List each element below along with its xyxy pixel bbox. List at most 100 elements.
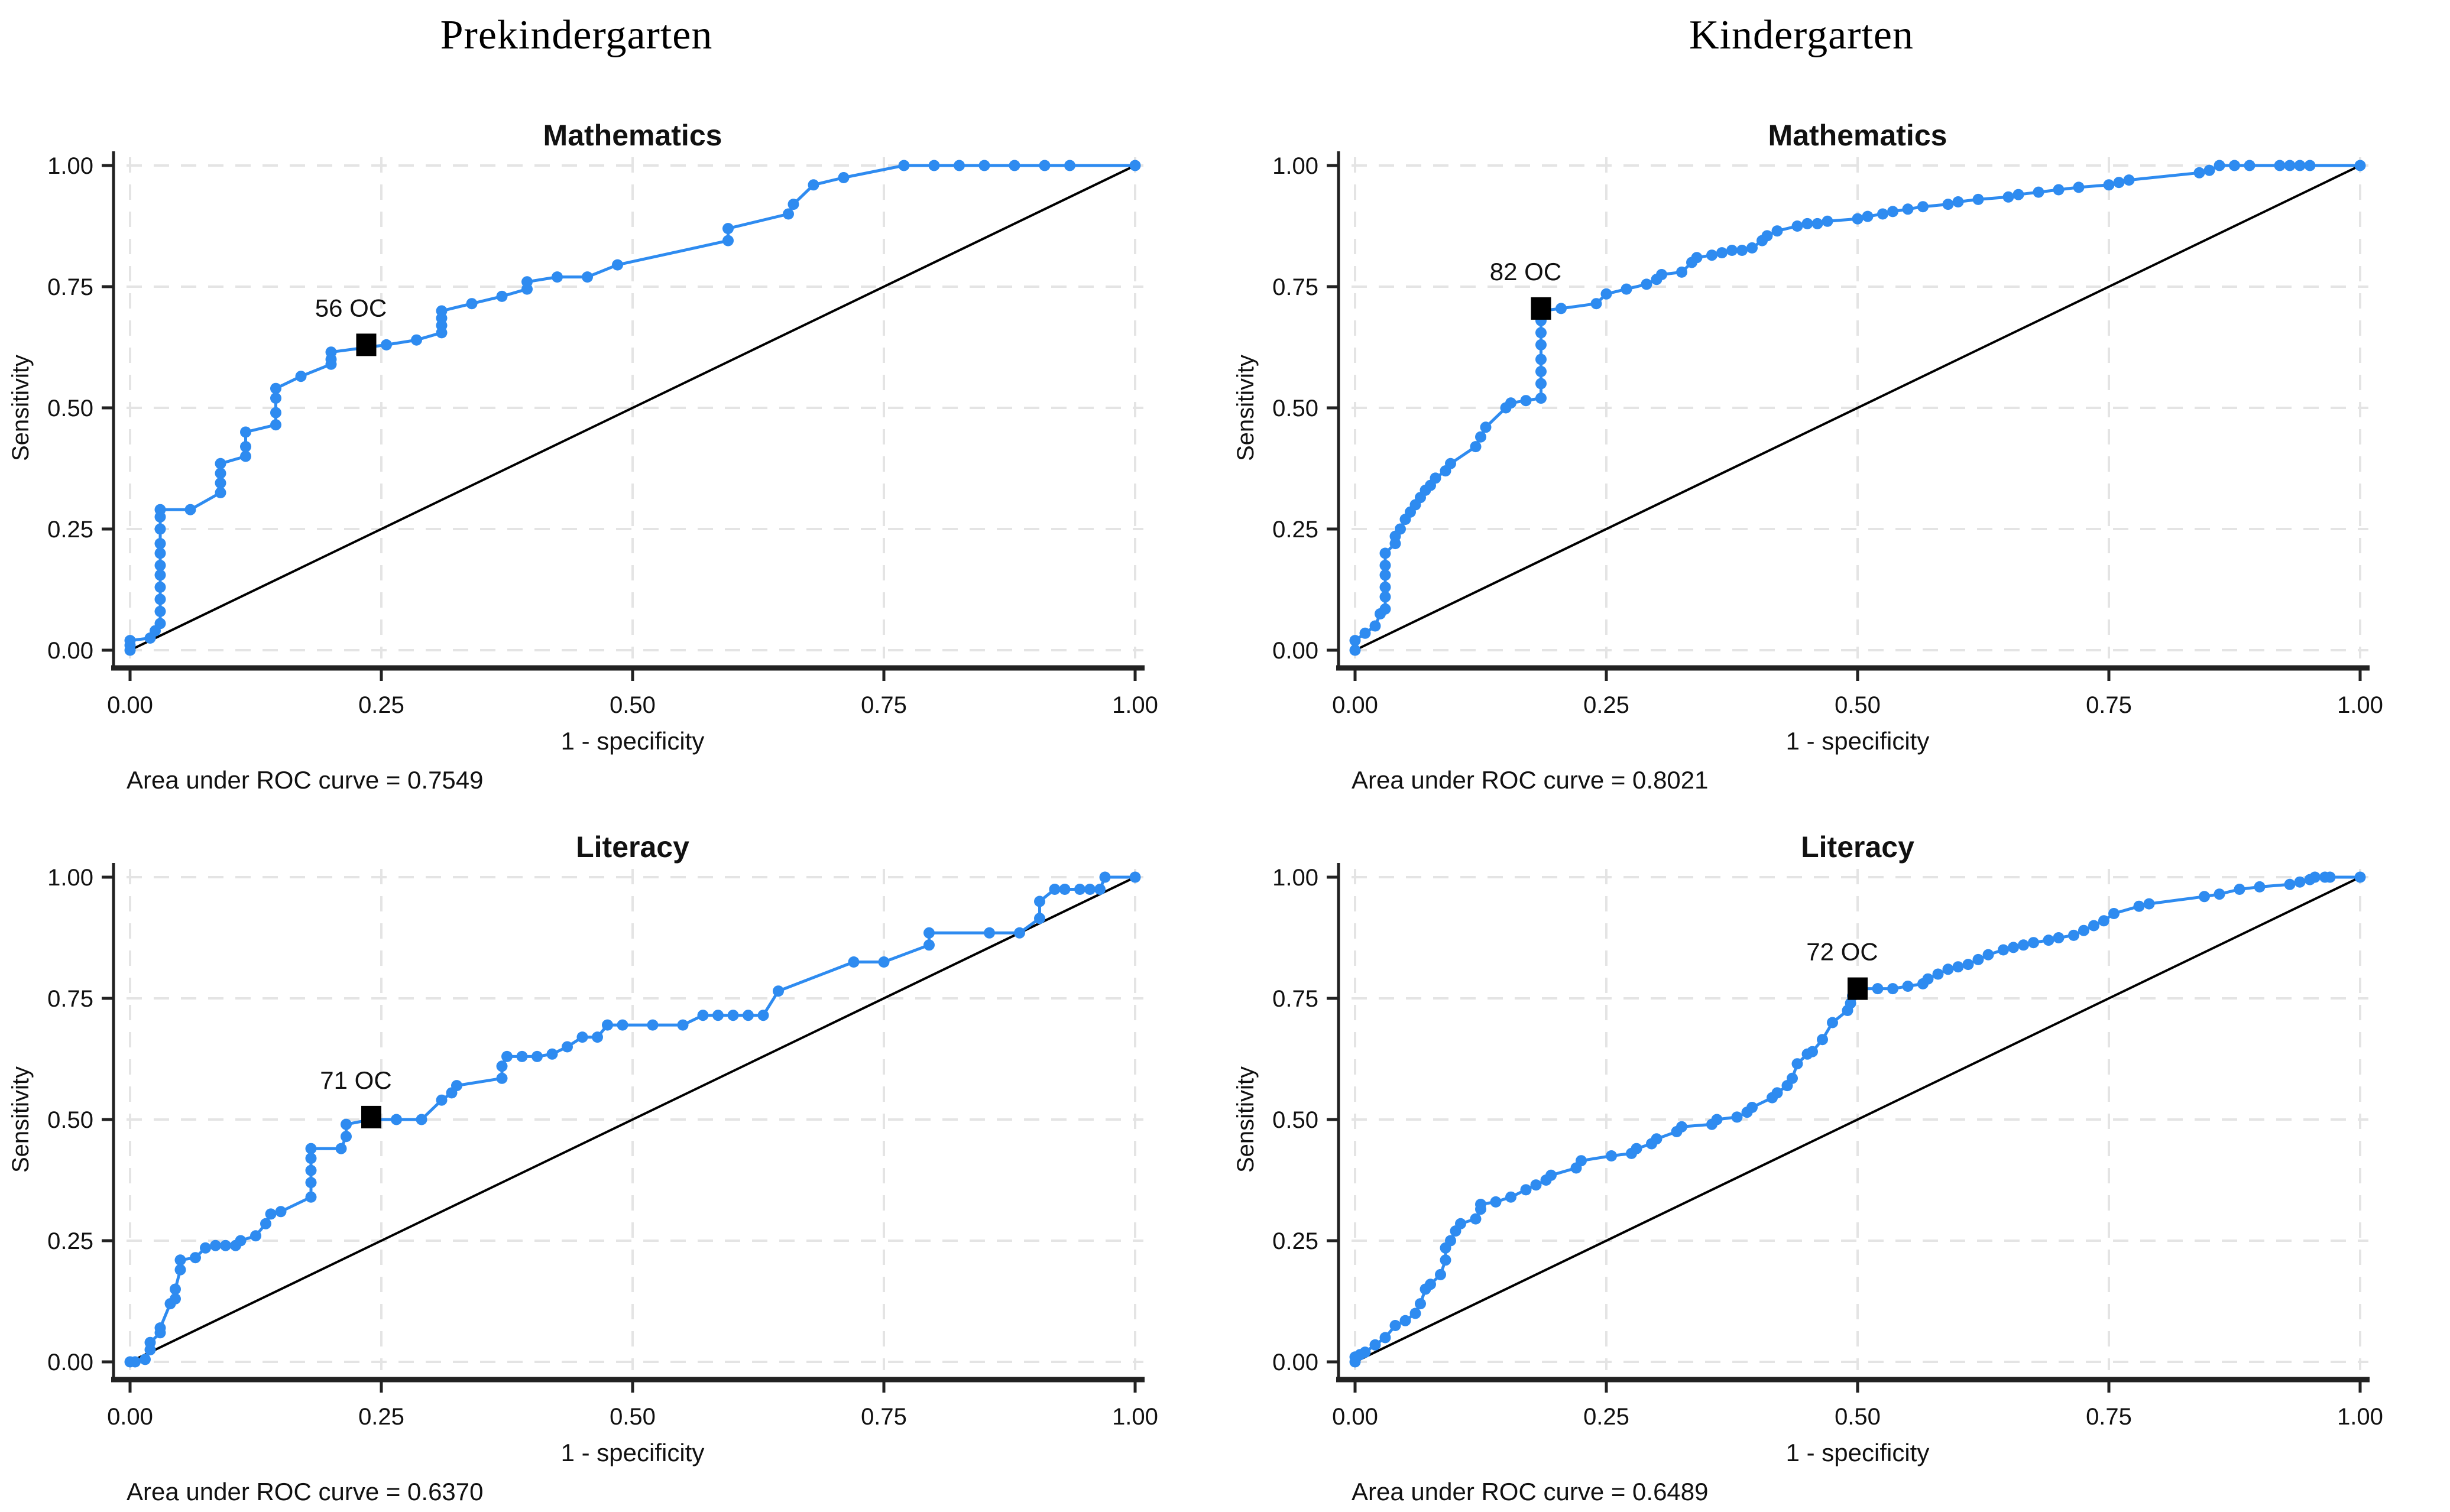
roc-data-point bbox=[2012, 189, 2024, 200]
roc-data-point bbox=[1942, 199, 1954, 210]
roc-data-point bbox=[1415, 1298, 1426, 1310]
roc-data-point bbox=[1706, 249, 1717, 261]
y-tick-label: 1.00 bbox=[1272, 153, 1318, 179]
roc-data-point bbox=[2008, 942, 2019, 953]
roc-data-point bbox=[788, 199, 799, 210]
roc-data-point bbox=[722, 235, 734, 246]
roc-data-point bbox=[1389, 1320, 1401, 1331]
roc-data-point bbox=[978, 160, 990, 171]
chart-title: Literacy bbox=[1801, 830, 1914, 864]
roc-data-point bbox=[1064, 160, 1075, 171]
roc-data-point bbox=[2113, 177, 2125, 189]
roc-data-point bbox=[2193, 167, 2205, 179]
roc-data-point bbox=[200, 1242, 211, 1254]
roc-data-point bbox=[2354, 160, 2366, 171]
roc-data-point bbox=[1716, 247, 1728, 259]
x-tick-label: 0.75 bbox=[2086, 692, 2132, 718]
roc-data-point bbox=[1505, 397, 1516, 409]
y-tick-label: 0.75 bbox=[1272, 986, 1318, 1012]
y-tick-label: 0.00 bbox=[1272, 638, 1318, 664]
roc-data-point bbox=[1009, 160, 1020, 171]
roc-data-point bbox=[1379, 569, 1391, 581]
cutpoint-square-marker bbox=[361, 1105, 381, 1128]
cutpoint-square-marker bbox=[1848, 977, 1868, 1000]
roc-data-point bbox=[1490, 1196, 1502, 1208]
roc-data-point bbox=[1470, 441, 1482, 453]
x-axis-label: 1 - specificity bbox=[1786, 1439, 1930, 1466]
roc-data-point bbox=[2103, 179, 2115, 191]
x-tick-label: 0.25 bbox=[1583, 1404, 1629, 1430]
roc-data-point bbox=[170, 1283, 181, 1295]
roc-data-point bbox=[341, 1131, 352, 1143]
roc-data-point bbox=[1731, 1111, 1743, 1123]
roc-data-point bbox=[305, 1143, 317, 1154]
roc-data-point bbox=[1972, 953, 1984, 965]
roc-data-point bbox=[154, 569, 166, 581]
roc-data-point bbox=[2068, 929, 2079, 941]
roc-data-point bbox=[1014, 927, 1025, 939]
roc-data-point bbox=[1902, 981, 1914, 992]
cutpoint-label: 82 OC bbox=[1490, 258, 1561, 285]
roc-data-point bbox=[1395, 523, 1406, 535]
roc-data-point bbox=[1676, 1121, 1687, 1133]
roc-data-point bbox=[677, 1019, 689, 1031]
roc-data-point bbox=[1034, 895, 1045, 907]
roc-data-point bbox=[562, 1041, 573, 1053]
roc-data-point bbox=[1530, 1179, 1542, 1191]
roc-data-point bbox=[1359, 1346, 1371, 1358]
roc-data-point bbox=[295, 371, 307, 382]
roc-data-point bbox=[2002, 191, 2014, 203]
x-axis-label: 1 - specificity bbox=[561, 1439, 705, 1466]
roc-data-point bbox=[436, 1094, 448, 1106]
roc-data-point bbox=[773, 985, 784, 997]
roc-data-point bbox=[1039, 160, 1051, 171]
roc-data-point bbox=[1399, 1315, 1411, 1326]
roc-data-point bbox=[124, 635, 136, 647]
roc-data-point bbox=[1811, 218, 1823, 229]
roc-data-point bbox=[783, 208, 794, 220]
roc-data-point bbox=[1520, 1184, 1532, 1196]
roc-data-point bbox=[923, 927, 935, 939]
roc-data-point bbox=[305, 1153, 317, 1164]
roc-data-point bbox=[260, 1218, 271, 1229]
roc-data-point bbox=[2304, 160, 2316, 171]
roc-data-point bbox=[1455, 1218, 1466, 1229]
y-tick-label: 1.00 bbox=[1272, 865, 1318, 891]
roc-data-point bbox=[2354, 871, 2366, 883]
roc-data-point bbox=[1827, 1017, 1838, 1028]
roc-data-point bbox=[727, 1010, 739, 1021]
x-tick-label: 0.50 bbox=[1835, 692, 1881, 718]
y-tick-label: 0.50 bbox=[1272, 1107, 1318, 1133]
roc-data-point bbox=[1369, 1339, 1381, 1351]
roc-data-point bbox=[1535, 327, 1547, 339]
column-title-prekindergarten: Prekindergarten bbox=[440, 12, 713, 58]
roc-data-point bbox=[416, 1114, 427, 1125]
y-tick-label: 1.00 bbox=[47, 865, 93, 891]
roc-data-point bbox=[697, 1010, 709, 1021]
roc-data-point bbox=[215, 468, 226, 479]
roc-data-point bbox=[411, 334, 422, 346]
x-tick-label: 0.75 bbox=[861, 1404, 907, 1430]
roc-data-point bbox=[1801, 218, 1813, 229]
roc-data-point bbox=[1982, 949, 1994, 961]
roc-data-point bbox=[451, 1080, 462, 1092]
roc-data-point bbox=[154, 538, 166, 550]
y-axis-label: Sensitivity bbox=[8, 355, 34, 461]
roc-data-point bbox=[743, 1010, 754, 1021]
roc-data-point bbox=[154, 504, 166, 515]
roc-data-point bbox=[1379, 591, 1391, 603]
roc-data-point bbox=[2214, 160, 2225, 171]
reference-diagonal-line bbox=[1354, 876, 2361, 1363]
y-tick-label: 0.25 bbox=[47, 517, 93, 543]
roc-data-point bbox=[984, 927, 995, 939]
roc-data-point bbox=[275, 1206, 287, 1218]
x-tick-label: 1.00 bbox=[2337, 692, 2383, 718]
roc-data-point bbox=[1590, 298, 1602, 310]
roc-data-point bbox=[381, 339, 392, 351]
x-tick-label: 0.75 bbox=[2086, 1404, 2132, 1430]
roc-data-point bbox=[1379, 603, 1391, 615]
roc-data-point bbox=[1807, 1046, 1818, 1057]
roc-data-point bbox=[1606, 1150, 1617, 1161]
cutpoint-square-marker bbox=[1531, 297, 1551, 320]
roc-data-point bbox=[757, 1010, 769, 1021]
